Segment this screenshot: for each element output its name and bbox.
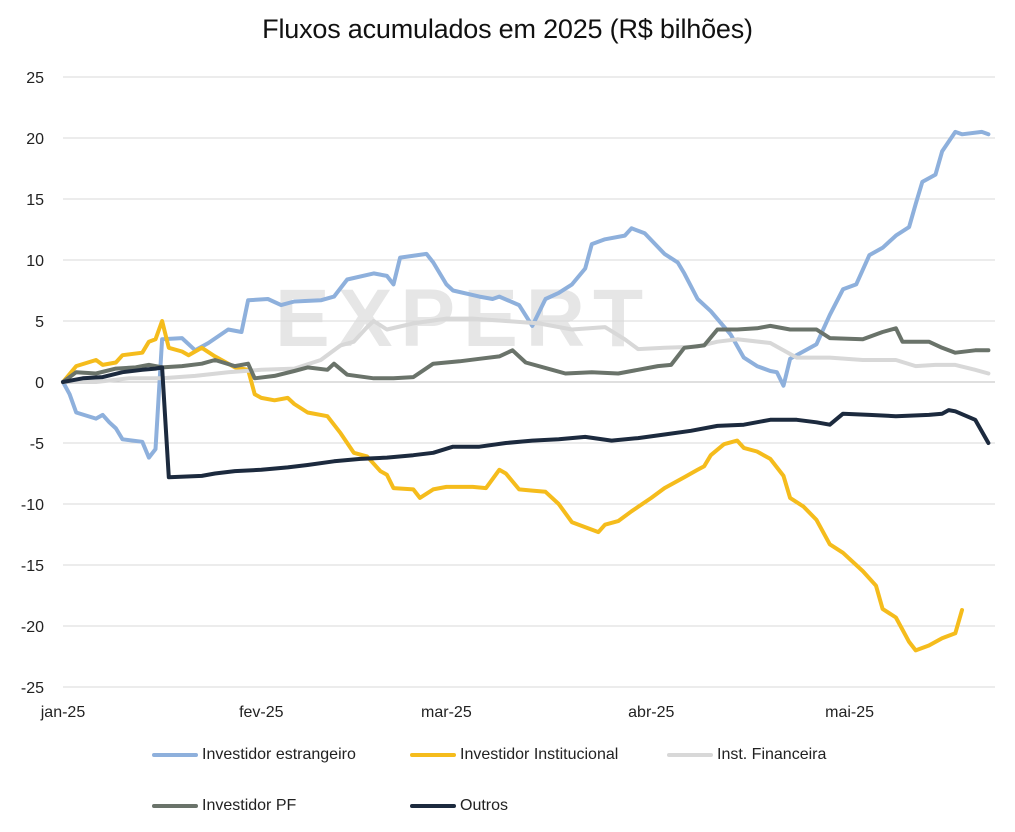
legend-label: Inst. Financeira — [717, 746, 827, 763]
x-tick-label: mar-25 — [421, 704, 472, 721]
chart-title: Fluxos acumulados em 2025 (R$ bilhões) — [262, 14, 753, 44]
y-tick-label: 25 — [26, 70, 44, 87]
series-line-investidor-pf — [61, 323, 991, 384]
y-tick-label: -10 — [21, 497, 44, 514]
series-line-investidor-institucional — [61, 319, 964, 653]
legend-swatch — [152, 804, 198, 808]
legend-label: Investidor PF — [202, 797, 297, 814]
legend-swatch — [667, 753, 713, 757]
legend-item-investidor-estrangeiro: Investidor estrangeiro — [152, 746, 356, 764]
series-lines — [61, 129, 991, 653]
legend-swatch — [410, 753, 456, 757]
legend-swatch — [410, 804, 456, 808]
legend-item-investidor-institucional: Investidor Institucional — [410, 746, 618, 764]
x-tick-label: jan-25 — [40, 704, 86, 721]
y-tick-label: 10 — [26, 253, 44, 270]
y-tick-label: -15 — [21, 558, 44, 575]
x-axis-ticks: jan-25 fev-25 mar-25 abr-25 mai-25 — [40, 704, 874, 721]
legend-item-investidor-pf: Investidor PF — [152, 797, 296, 815]
y-tick-label: 20 — [26, 131, 44, 148]
y-axis-ticks: 25 20 15 10 5 0 -5 -10 -15 -20 -25 — [21, 70, 44, 697]
y-tick-label: 15 — [26, 192, 44, 209]
x-tick-label: mai-25 — [825, 704, 874, 721]
legend-label: Investidor Institucional — [460, 746, 619, 763]
series-line-inst-financeira — [61, 316, 991, 384]
y-tick-label: -25 — [21, 680, 44, 697]
legend-swatch — [152, 753, 198, 757]
y-tick-label: 0 — [35, 375, 44, 392]
legend-item-inst-financeira: Inst. Financeira — [667, 746, 826, 764]
y-tick-label: -20 — [21, 619, 44, 636]
x-tick-label: fev-25 — [239, 704, 284, 721]
grid-lines — [63, 76, 995, 688]
legend-label: Investidor estrangeiro — [202, 746, 356, 763]
series-line-outros — [61, 365, 991, 480]
legend-label: Outros — [460, 797, 509, 814]
series-line-investidor-estrangeiro — [61, 129, 991, 460]
legend-item-outros: Outros — [410, 797, 508, 815]
x-tick-label: abr-25 — [628, 704, 674, 721]
y-tick-label: -5 — [30, 436, 44, 453]
y-tick-label: 5 — [35, 314, 44, 331]
